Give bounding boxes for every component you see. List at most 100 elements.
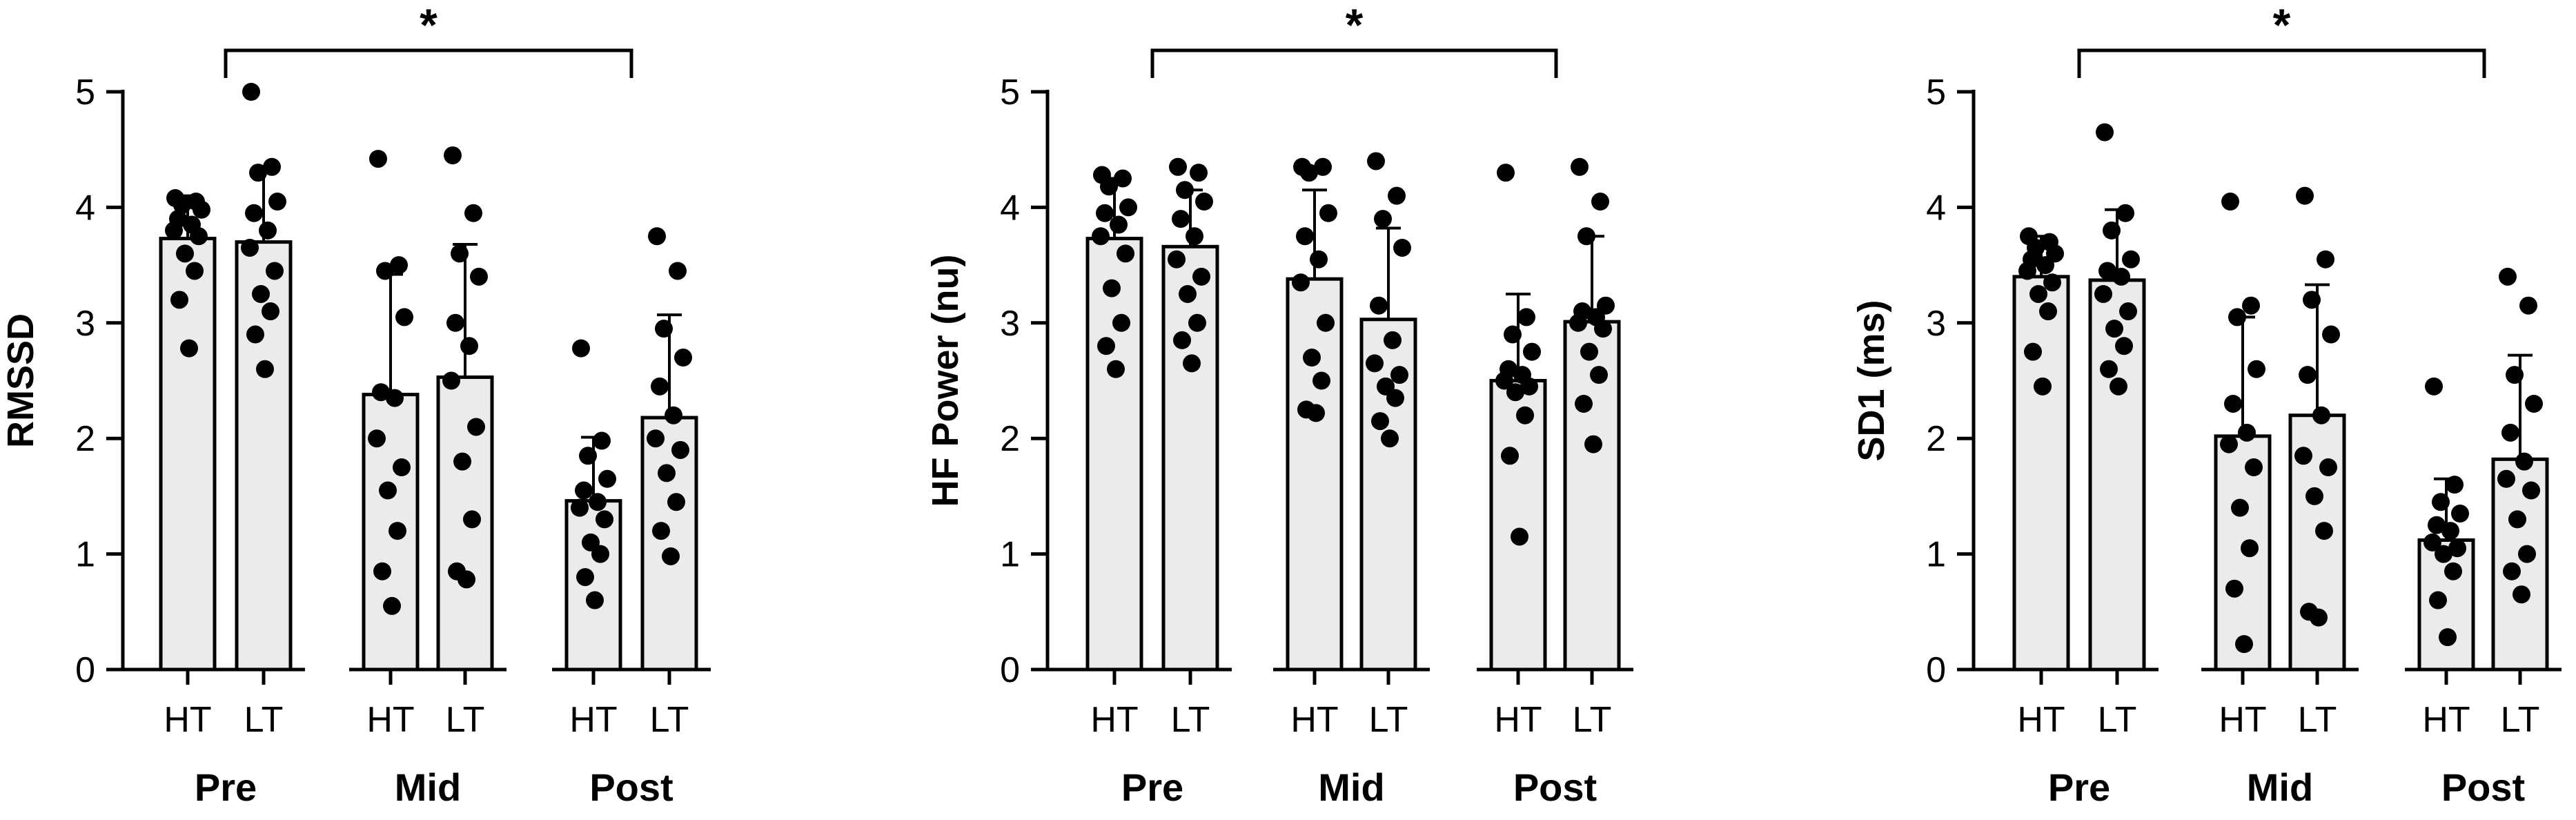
data-point — [442, 371, 460, 390]
data-point — [1523, 342, 1541, 361]
data-point — [383, 596, 401, 615]
data-point — [2448, 539, 2466, 558]
data-point — [2238, 423, 2256, 442]
data-point — [451, 244, 469, 263]
data-point — [463, 510, 481, 529]
data-point — [1594, 320, 1612, 338]
data-point — [575, 481, 593, 500]
data-point — [386, 389, 404, 407]
data-point — [268, 193, 286, 211]
data-point — [1092, 227, 1110, 246]
significance-star: * — [2273, 0, 2291, 50]
group-label: Pre — [1121, 765, 1183, 809]
data-point — [2312, 406, 2330, 424]
data-point — [165, 221, 183, 240]
data-point — [2018, 262, 2036, 280]
data-point — [1580, 342, 1598, 361]
data-point — [2435, 545, 2452, 563]
data-point — [1516, 406, 1534, 424]
data-point — [1168, 250, 1186, 269]
data-point — [259, 221, 277, 240]
data-point — [1176, 181, 1194, 199]
x-category-label: HT — [164, 700, 211, 740]
y-tick-label: 0 — [75, 650, 95, 690]
x-category-label: LT — [1171, 700, 1210, 740]
data-point — [579, 447, 597, 465]
data-point — [1103, 279, 1121, 297]
data-point — [674, 349, 692, 367]
data-point — [2225, 579, 2243, 598]
data-point — [2303, 291, 2321, 309]
data-point — [2439, 628, 2457, 647]
data-point — [1571, 157, 1589, 176]
data-point — [372, 383, 390, 402]
data-point — [665, 406, 682, 424]
group-label: Mid — [2247, 765, 2313, 809]
data-point — [1371, 412, 1389, 431]
data-point — [1501, 447, 1519, 465]
x-category-label: HT — [366, 700, 414, 740]
data-point — [460, 337, 478, 355]
data-point — [467, 418, 485, 436]
x-category-label: HT — [1090, 700, 1138, 740]
data-point — [1110, 215, 1128, 234]
data-point — [2119, 302, 2137, 321]
data-point — [2515, 452, 2533, 471]
x-category-label: HT — [2017, 700, 2065, 740]
data-point — [1307, 404, 1325, 422]
significance-bracket — [224, 48, 633, 78]
data-point — [1591, 193, 1609, 211]
y-tick-label: 2 — [1000, 419, 1020, 459]
data-point — [2241, 539, 2259, 558]
chart-panel-3: 0 1 2 3 4 5 SD1 (ms) HT LT HT LT HT LT Pre Mid Post * — [1851, 0, 2562, 809]
x-category-label: LT — [650, 700, 689, 740]
data-point — [1107, 360, 1125, 378]
bar — [2088, 278, 2146, 672]
significance-star: * — [420, 0, 437, 50]
y-tick-label: 4 — [1926, 188, 1946, 228]
data-point — [263, 157, 281, 176]
bar — [640, 416, 698, 672]
data-point — [1096, 204, 1114, 222]
data-point — [2220, 435, 2238, 453]
data-point — [176, 244, 194, 263]
data-point — [2319, 458, 2337, 477]
y-tick-label: 3 — [1926, 304, 1946, 344]
data-point — [1319, 204, 1337, 222]
data-point — [2305, 487, 2323, 505]
data-point — [1186, 227, 1203, 246]
data-point — [1575, 394, 1593, 413]
data-point — [2425, 377, 2443, 396]
data-point — [1190, 164, 1208, 182]
group-label: Post — [1513, 765, 1597, 809]
data-point — [2110, 377, 2127, 396]
data-point — [190, 227, 208, 246]
data-point — [2115, 337, 2133, 355]
data-point — [242, 83, 260, 101]
chart-panel-2: 0 1 2 3 4 5 HF Power (nu) HT LT HT LT HT LT Pre Mid Pos… — [925, 0, 1633, 809]
data-point — [2098, 262, 2116, 280]
data-point — [1366, 354, 1384, 373]
significance-bracket — [1150, 48, 1558, 78]
x-category-label: LT — [446, 700, 485, 740]
data-point — [1393, 238, 1411, 257]
data-point — [2441, 522, 2459, 540]
y-tick-label: 2 — [1926, 419, 1946, 459]
data-point — [2294, 447, 2312, 465]
data-point — [576, 568, 594, 587]
y-tick-label: 1 — [1926, 535, 1946, 575]
data-point — [1517, 308, 1535, 326]
data-point — [180, 339, 198, 358]
data-point — [2513, 585, 2530, 604]
data-point — [1511, 527, 1528, 546]
data-point — [1195, 193, 1213, 211]
data-point — [669, 262, 687, 280]
chart-panel-1: 0 1 2 3 4 5 RMSSD HT LT HT LT HT LT Pre Mid Post * — [0, 0, 711, 809]
data-point — [2024, 342, 2042, 361]
data-point — [1119, 198, 1137, 217]
bar — [1085, 237, 1143, 672]
data-point — [2228, 308, 2246, 326]
data-point — [470, 267, 488, 286]
data-point — [1114, 169, 1132, 188]
data-point — [2444, 562, 2462, 580]
